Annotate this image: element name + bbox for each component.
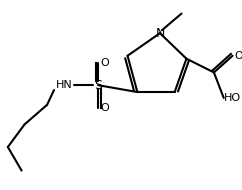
- Text: O: O: [101, 58, 109, 68]
- Text: HN: HN: [55, 80, 72, 90]
- Text: O: O: [234, 51, 242, 61]
- Text: S: S: [94, 79, 102, 92]
- Text: O: O: [101, 103, 109, 113]
- Text: N: N: [155, 27, 165, 40]
- Text: HO: HO: [224, 93, 241, 103]
